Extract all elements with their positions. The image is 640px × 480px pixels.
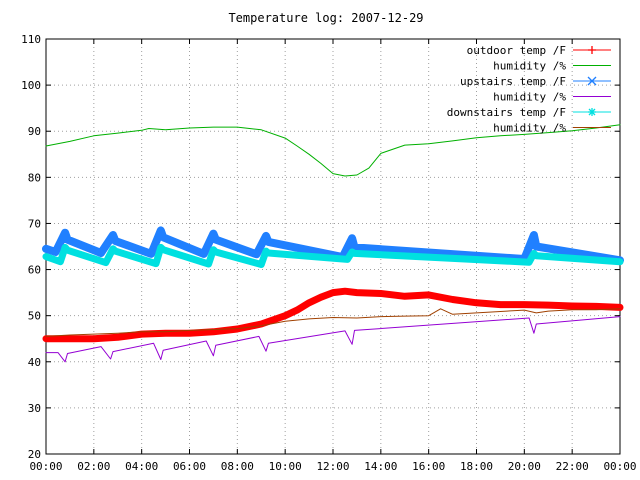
x-tick-label: 16:00 — [412, 460, 445, 473]
y-tick-label: 40 — [28, 356, 41, 369]
y-tick-label: 50 — [28, 310, 41, 323]
legend-label: upstairs temp /F — [460, 75, 566, 88]
y-tick-label: 60 — [28, 264, 41, 277]
x-tick-label: 12:00 — [316, 460, 349, 473]
y-tick-label: 30 — [28, 402, 41, 415]
x-tick-label: 14:00 — [364, 460, 397, 473]
chart-title: Temperature log: 2007-12-29 — [228, 11, 423, 25]
series-line-2 — [42, 226, 624, 265]
x-axis: 00:00 02:00 04:00 06:00 08:00 10:00 12:00 14:00… — [29, 39, 637, 473]
x-tick-label: 20:00 — [508, 460, 541, 473]
y-tick-label: 70 — [28, 217, 41, 230]
x-tick-label: 02:00 — [77, 460, 110, 473]
x-tick-label: 18:00 — [460, 460, 493, 473]
x-tick-label: 22:00 — [556, 460, 589, 473]
x-tick-label: 08:00 — [221, 460, 254, 473]
legend: outdoor temp /F humidity /% upstairs temp … — [447, 44, 611, 135]
legend-marker — [588, 46, 596, 54]
series-line-1 — [45, 124, 621, 177]
series-line-3 — [45, 316, 621, 363]
legend-label: outdoor temp /F — [467, 44, 566, 57]
y-tick-label: 100 — [21, 79, 41, 92]
y-axis: 20 30 40 50 60 70 80 90 100 110 — [21, 33, 620, 461]
series-group — [42, 124, 624, 363]
x-tick-label: 06:00 — [173, 460, 206, 473]
x-tick-label: 10:00 — [269, 460, 302, 473]
legend-label: humidity /% — [493, 122, 566, 135]
series-line-5 — [45, 308, 621, 337]
x-tick-label: 04:00 — [125, 460, 158, 473]
legend-marker — [588, 108, 596, 116]
y-tick-label: 110 — [21, 33, 41, 46]
legend-marker — [587, 76, 597, 86]
series-line-4 — [42, 243, 624, 268]
legend-label: humidity /% — [493, 91, 566, 104]
series-line-0 — [42, 287, 624, 343]
y-tick-label: 90 — [28, 125, 41, 138]
x-tick-label: 00:00 — [29, 460, 62, 473]
y-tick-label: 20 — [28, 448, 41, 461]
legend-label: humidity /% — [493, 60, 566, 73]
legend-label: downstairs temp /F — [447, 106, 566, 119]
y-tick-label: 80 — [28, 171, 41, 184]
x-tick-label: 00:00 — [603, 460, 636, 473]
